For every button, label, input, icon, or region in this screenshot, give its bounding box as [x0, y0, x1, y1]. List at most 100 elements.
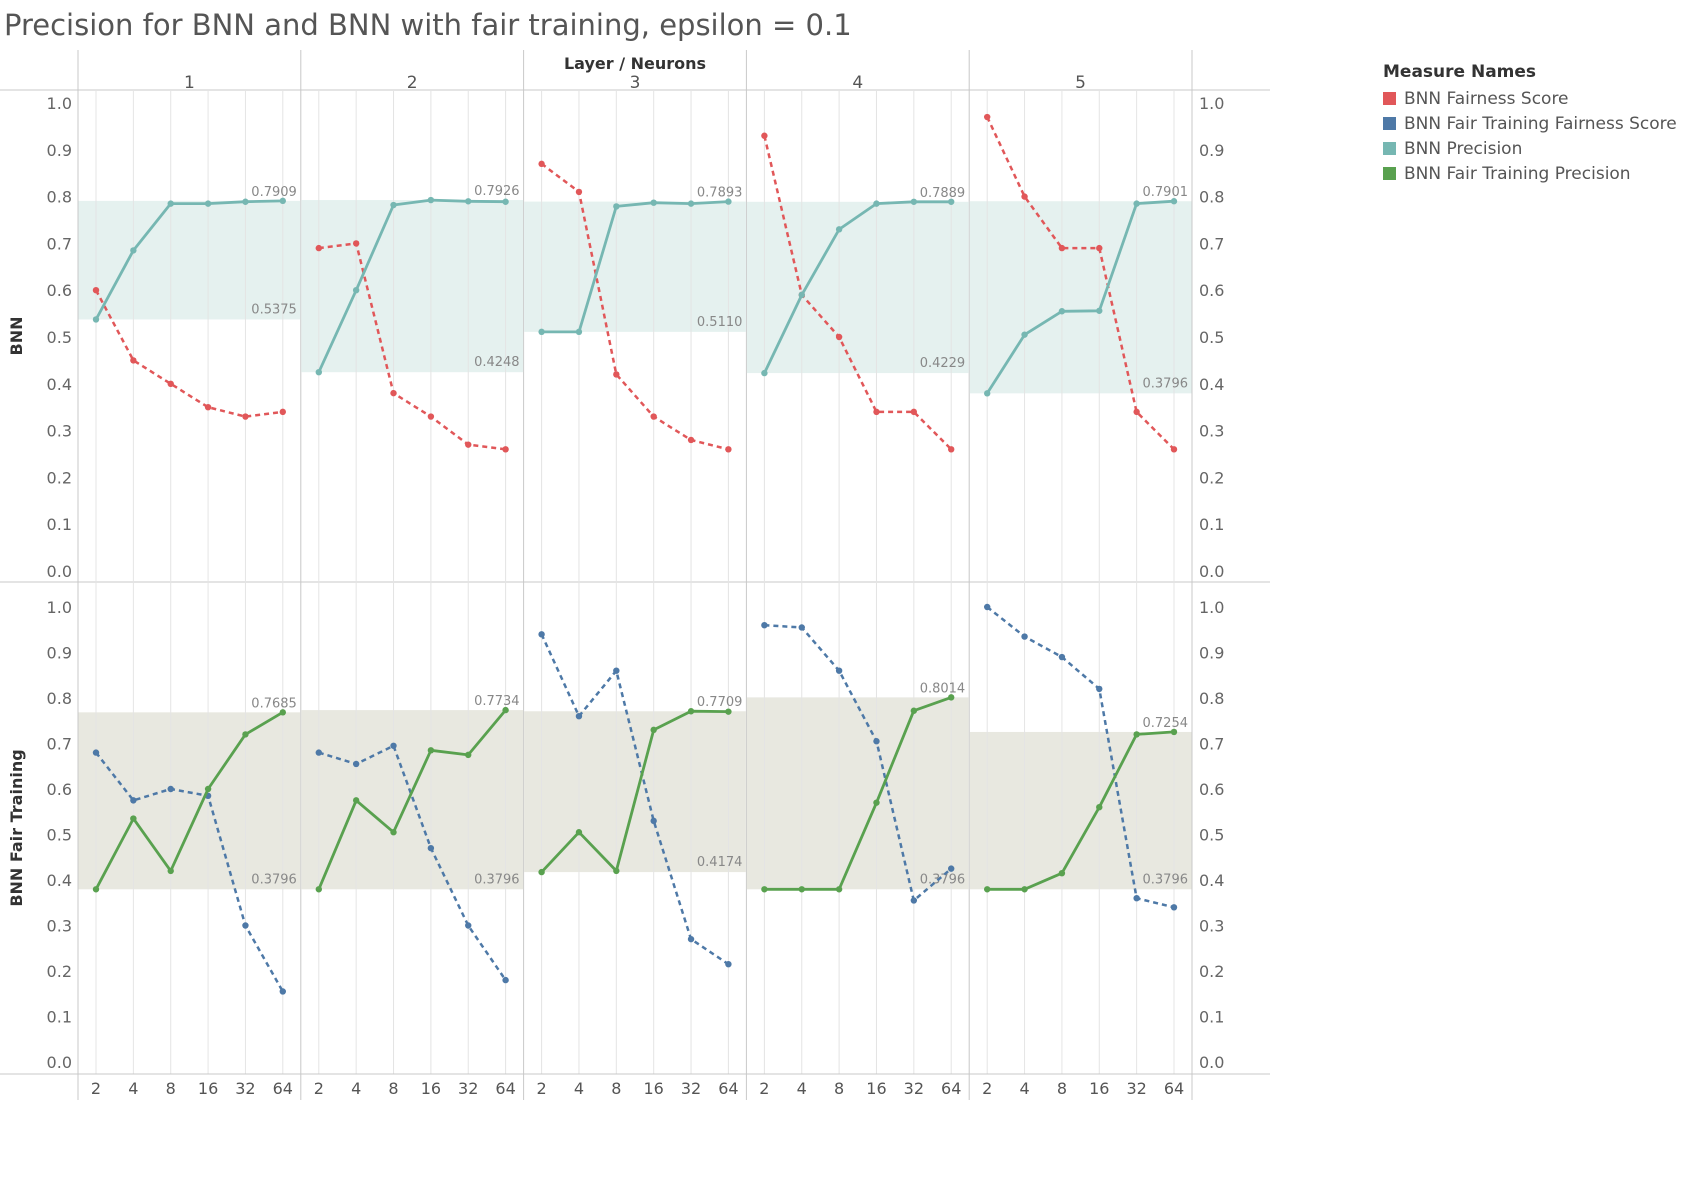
y-tick-label: 0.2	[1199, 468, 1224, 487]
y-tick-label: 0.2	[47, 468, 72, 487]
data-point	[168, 381, 174, 387]
y-tick-label: 0.1	[1199, 1008, 1224, 1027]
y-tick-label: 1.0	[47, 598, 72, 617]
data-point	[650, 818, 656, 824]
y-tick-label: 0.9	[1199, 644, 1224, 663]
reference-band	[524, 202, 746, 332]
data-point	[280, 409, 286, 415]
data-point	[465, 752, 471, 758]
x-tick-label: 8	[834, 1079, 844, 1098]
x-tick-label: 16	[198, 1079, 218, 1098]
legend-label: BNN Fair Training Precision	[1404, 164, 1631, 184]
data-point	[502, 199, 508, 205]
data-point	[316, 245, 322, 251]
y-tick-label: 0.2	[47, 962, 72, 981]
y-tick-label: 0.1	[1199, 515, 1224, 534]
y-tick-label: 1.0	[47, 94, 72, 113]
x-tick-label: 4	[574, 1079, 584, 1098]
y-tick-label: 0.0	[47, 1053, 72, 1072]
data-point	[911, 409, 917, 415]
legend-label: BNN Fairness Score	[1404, 89, 1569, 109]
legend-label: BNN Precision	[1404, 139, 1522, 159]
band-label: 0.7926	[474, 184, 520, 199]
data-point	[280, 988, 286, 994]
y-tick-label: 0.6	[1199, 281, 1224, 300]
data-point	[873, 200, 879, 206]
data-point	[911, 897, 917, 903]
legend-swatch	[1383, 117, 1396, 130]
x-tick-label: 4	[797, 1079, 807, 1098]
data-point	[911, 708, 917, 714]
data-point	[242, 731, 248, 737]
band-label: 0.7685	[251, 696, 297, 711]
data-point	[538, 329, 544, 335]
band-label: 0.8014	[920, 681, 966, 696]
data-point	[688, 437, 694, 443]
x-tick-label: 2	[982, 1079, 992, 1098]
data-point	[1059, 870, 1065, 876]
layer-header-label: 2	[407, 73, 418, 93]
x-tick-label: 16	[866, 1079, 886, 1098]
data-point	[130, 247, 136, 253]
data-point	[576, 189, 582, 195]
legend-item[interactable]: BNN Fair Training Fairness Score	[1383, 111, 1677, 136]
legend-item[interactable]: BNN Fairness Score	[1383, 86, 1677, 111]
x-tick-label: 16	[421, 1079, 441, 1098]
data-point	[390, 390, 396, 396]
y-tick-label: 0.6	[47, 281, 72, 300]
layer-header-label: 3	[630, 73, 641, 93]
data-point	[761, 622, 767, 628]
band-label: 0.3796	[474, 872, 520, 887]
data-point	[688, 936, 694, 942]
data-point	[428, 197, 434, 203]
legend-item[interactable]: BNN Fair Training Precision	[1383, 161, 1677, 186]
data-point	[1133, 731, 1139, 737]
data-point	[948, 199, 954, 205]
data-point	[1059, 308, 1065, 314]
data-point	[799, 292, 805, 298]
y-tick-label: 0.8	[47, 689, 72, 708]
data-point	[1096, 804, 1102, 810]
y-tick-label: 0.5	[1199, 826, 1224, 845]
band-label: 0.7709	[697, 695, 743, 710]
data-point	[948, 694, 954, 700]
reference-band	[524, 711, 746, 872]
x-tick-label: 32	[904, 1079, 924, 1098]
data-point	[650, 727, 656, 733]
band-label: 0.5375	[251, 302, 297, 317]
layer-header-label: 5	[1075, 73, 1086, 93]
data-point	[1021, 886, 1027, 892]
layer-header-label: 4	[852, 73, 863, 93]
data-point	[353, 287, 359, 293]
data-point	[242, 922, 248, 928]
y-tick-label: 0.8	[1199, 689, 1224, 708]
y-tick-label: 0.0	[1199, 1053, 1224, 1072]
y-tick-label: 0.4	[1199, 871, 1224, 890]
y-tick-label: 1.0	[1199, 94, 1224, 113]
legend-item[interactable]: BNN Precision	[1383, 136, 1677, 161]
x-tick-label: 4	[1019, 1079, 1029, 1098]
x-tick-label: 4	[128, 1079, 138, 1098]
data-point	[836, 334, 842, 340]
x-tick-label: 64	[495, 1079, 515, 1098]
data-point	[984, 886, 990, 892]
band-label: 0.3796	[251, 872, 297, 887]
data-point	[1171, 729, 1177, 735]
data-point	[316, 369, 322, 375]
x-tick-label: 2	[91, 1079, 101, 1098]
data-point	[1171, 198, 1177, 204]
y-tick-label: 0.7	[1199, 735, 1224, 754]
y-tick-label: 0.4	[47, 871, 72, 890]
data-point	[725, 708, 731, 714]
data-point	[1096, 686, 1102, 692]
band-label: 0.7893	[697, 186, 743, 201]
x-tick-label: 8	[388, 1079, 398, 1098]
reference-band	[79, 712, 301, 889]
reference-band	[970, 201, 1192, 393]
legend-label: BNN Fair Training Fairness Score	[1404, 114, 1677, 134]
data-point	[465, 922, 471, 928]
data-point	[205, 404, 211, 410]
x-tick-label: 32	[681, 1079, 701, 1098]
y-tick-label: 0.7	[47, 735, 72, 754]
data-point	[761, 133, 767, 139]
